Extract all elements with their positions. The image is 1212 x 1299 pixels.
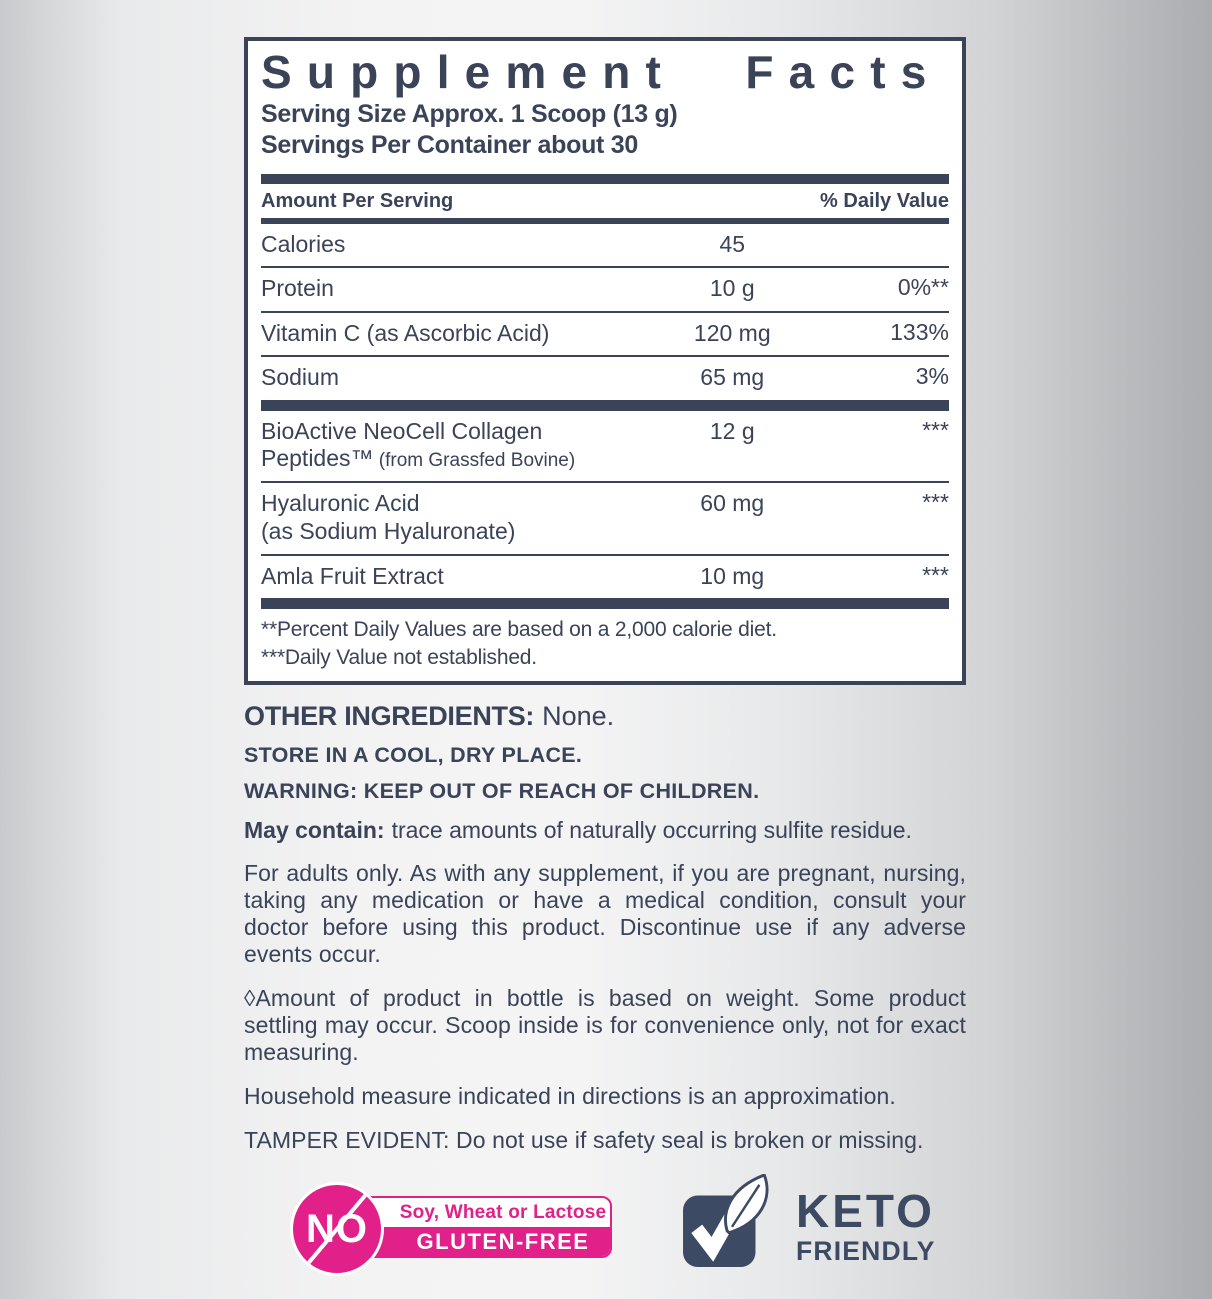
nutrient-dv: 3% [915,363,949,390]
supplement-facts-title: Supplement Facts [261,47,942,98]
no-badge-text: NO [306,1206,368,1251]
nutrient-name: Vitamin C (as Ascorbic Acid) [261,319,550,346]
nutrient-dv: *** [922,489,949,516]
other-ingredients-line: OTHER INGREDIENTS: None. [244,701,966,732]
facts-column-header: Amount Per Serving % Daily Value [261,184,949,218]
adults-only-paragraph: For adults only. As with any supplement,… [244,859,966,968]
facts-footnotes: **Percent Daily Values are based on a 2,… [261,609,949,672]
table-row: BioActive NeoCell Collagen Peptides™ (fr… [261,411,949,481]
daily-value-header: % Daily Value [820,189,949,212]
tamper-evident-line: TAMPER EVIDENT: Do not use if safety sea… [244,1127,924,1154]
nutrient-amount: 60 mg [700,490,765,517]
nutrient-amount: 65 mg [700,364,765,391]
footnote-not-established: ***Daily Value not established. [261,646,537,670]
footnote-daily-values: **Percent Daily Values are based on a 2,… [261,618,777,642]
no-allergens-badge: Soy, Wheat or Lactose GLUTEN-FREE NO [244,1174,624,1294]
table-row: Protein 10 g 0%** [261,266,949,311]
keto-check-leaf-icon [683,1174,769,1268]
keto-friendly-label: FRIENDLY [796,1236,936,1267]
divider-bar [261,217,949,224]
warning-line: WARNING: KEEP OUT OF REACH OF CHILDREN. [244,778,760,803]
nutrient-name: Protein [261,275,334,302]
divider-bar [261,598,949,610]
table-row: Sodium 65 mg 3% [261,355,949,400]
nutrient-rows-basic: Calories 45 Protein 10 g 0%** Vitamin C … [261,224,949,400]
keto-label: KETO [796,1185,935,1238]
other-ingredients-value: None. [542,700,615,731]
allergen-pill: Soy, Wheat or Lactose GLUTEN-FREE [360,1196,612,1259]
nutrient-name: Sodium [261,364,339,391]
amount-per-serving-header: Amount Per Serving [261,189,454,212]
other-ingredients-label: OTHER INGREDIENTS: [244,700,535,731]
may-contain-text: trace amounts of naturally occurring sul… [391,816,912,843]
allergen-pill-top-label: Soy, Wheat or Lactose [399,1201,607,1223]
no-prohibition-icon: NO [290,1182,384,1277]
household-measure-line: Household measure indicated in direction… [244,1083,896,1110]
product-weight-paragraph: ◊Amount of product in bottle is based on… [244,984,966,1066]
nutrient-name: Amla Fruit Extract [261,562,444,589]
nutrient-dv: *** [922,416,949,443]
supplement-facts-panel: Supplement Facts Serving Size Approx. 1 … [244,37,966,685]
may-contain-line: May contain: trace amounts of naturally o… [244,817,966,844]
keto-text-block: KETO FRIENDLY [796,1174,936,1265]
nutrient-rows-proprietary: BioActive NeoCell Collagen Peptides™ (fr… [261,411,949,598]
keto-friendly-badge: KETO FRIENDLY [682,1174,936,1268]
nutrient-dv: 133% [890,318,949,345]
nutrient-amount: 12 g [709,417,755,444]
nutrient-name: BioActive NeoCell Collagen Peptides™ (fr… [261,417,576,472]
divider-bar [261,399,949,411]
label-content: Supplement Facts Serving Size Approx. 1 … [244,37,966,1299]
nutrient-name: Calories [261,230,346,257]
nutrient-amount: 10 g [709,275,755,302]
badges-row: Soy, Wheat or Lactose GLUTEN-FREE NO KET… [244,1174,966,1299]
gluten-free-label: GLUTEN-FREE [362,1227,610,1257]
serving-size-line: Serving Size Approx. 1 Scoop (13 g) [261,99,678,128]
nutrient-dv: 0%** [897,274,949,301]
servings-per-container-line: Servings Per Container about 30 [261,130,638,159]
storage-line: STORE IN A COOL, DRY PLACE. [244,742,583,767]
nutrient-amount: 10 mg [700,562,765,589]
nutrient-dv: *** [922,561,949,588]
divider-bar [261,173,949,184]
nutrient-name: Hyaluronic Acid (as Sodium Hyaluronate) [261,490,516,544]
nutrient-amount: 45 [719,230,746,257]
nutrient-dv [825,231,949,232]
table-row: Calories 45 [261,224,949,267]
table-row: Amla Fruit Extract 10 mg *** [261,553,949,599]
table-row: Hyaluronic Acid (as Sodium Hyaluronate) … [261,481,949,553]
may-contain-label: May contain: [244,816,385,843]
table-row: Vitamin C (as Ascorbic Acid) 120 mg 133% [261,310,949,356]
nutrient-amount: 120 mg [693,319,771,346]
